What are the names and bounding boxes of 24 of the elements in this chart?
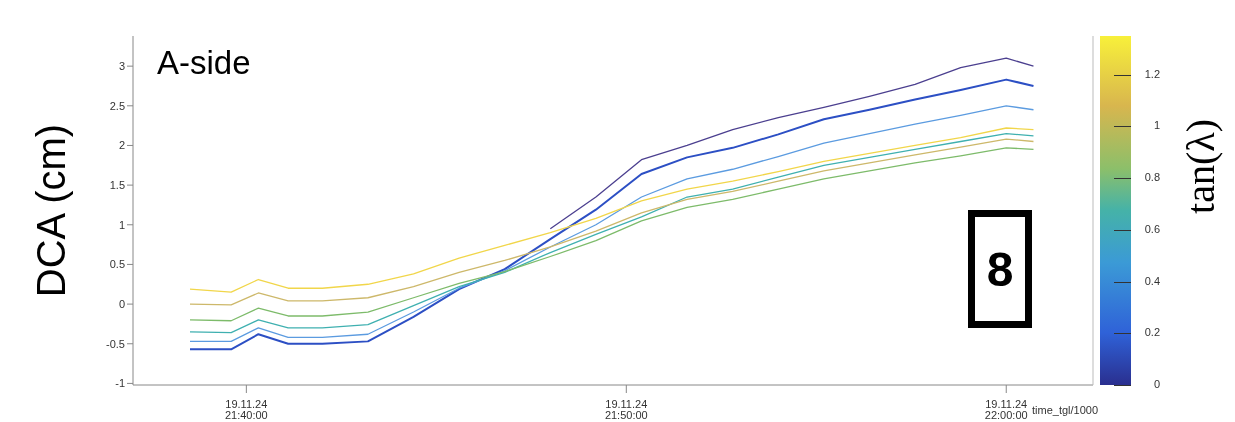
- annotation: A-side: [157, 44, 251, 82]
- y-tick-label: -0.5: [106, 337, 125, 350]
- y-tick-label: 0: [118, 298, 125, 310]
- y-tick-label: 1: [118, 218, 125, 231]
- color-bar-label: 0.8: [1144, 171, 1160, 184]
- color-bar-label: 0.2: [1144, 326, 1160, 339]
- y-tick-label: 2.5: [109, 99, 125, 112]
- y-tick-label: -1: [115, 377, 125, 390]
- x-axis-title: time_tgl/1000: [1032, 404, 1099, 416]
- color-bar-label: 0.4: [1144, 274, 1160, 287]
- annotation: 8: [968, 210, 1032, 328]
- color-bar-title: tan(λ): [1176, 118, 1224, 214]
- y-tick-label: 1.5: [109, 179, 125, 192]
- x-tick-label: 19.11.24 21:40:00: [224, 398, 268, 421]
- y-tick-label: 2: [118, 139, 125, 152]
- y-tick-label: 3: [118, 60, 125, 73]
- color-bar-label: 0: [1153, 378, 1160, 390]
- color-bar-label: 0.6: [1144, 222, 1160, 235]
- color-bar-label: 1: [1153, 119, 1160, 132]
- y-axis-title: DCA (cm): [29, 123, 75, 298]
- x-tick-label: 19.11.24 22:00:00: [984, 398, 1028, 421]
- x-tick-label: 19.11.24 21:50:00: [604, 398, 648, 421]
- color-bar-label: 1.2: [1144, 67, 1160, 80]
- y-tick-label: 0.5: [109, 258, 125, 271]
